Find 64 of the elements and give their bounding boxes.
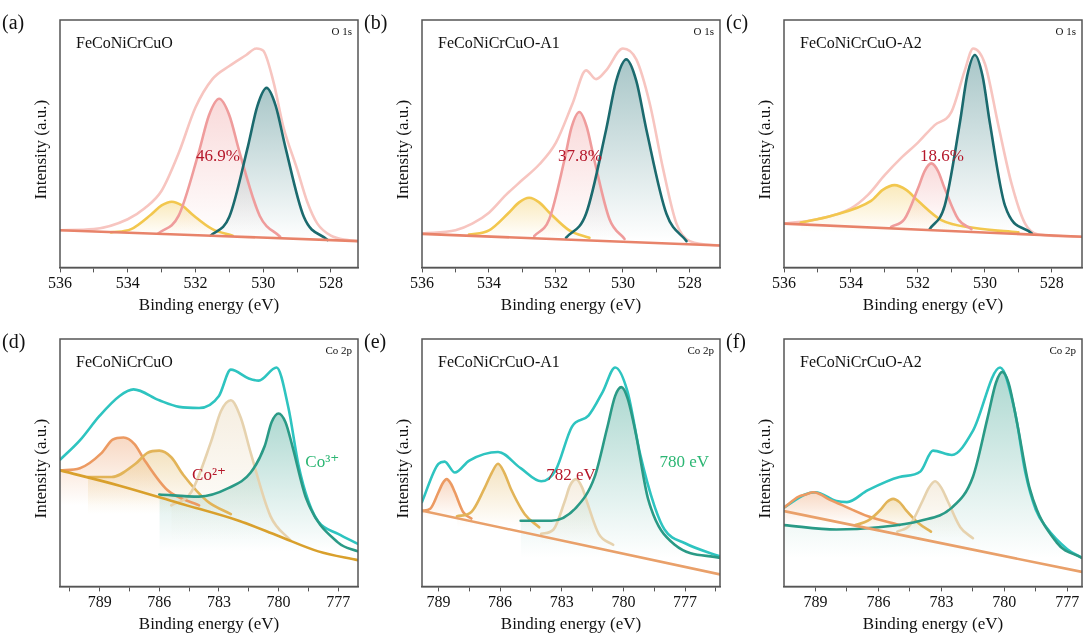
x-tick-label: 528 bbox=[1039, 274, 1064, 292]
text: (d) bbox=[2, 330, 26, 354]
x-tick-label: 786 bbox=[147, 593, 172, 611]
text: O 1s bbox=[693, 24, 714, 37]
x-tick-label: 536 bbox=[48, 274, 72, 292]
text: Co 2p bbox=[325, 343, 353, 356]
chart-title: FeCoNiCrCuO-A2 bbox=[800, 353, 922, 371]
x-tick-label: 536 bbox=[410, 274, 434, 292]
chart-title: FeCoNiCrCuO-A1 bbox=[438, 353, 560, 371]
text: O 1s bbox=[331, 24, 352, 37]
x-tick-label: 534 bbox=[838, 274, 863, 292]
annotation: Co³⁺ bbox=[305, 452, 340, 472]
y-axis-title: Intensity (a.u.) bbox=[31, 99, 51, 200]
x-tick-label: 536 bbox=[772, 274, 796, 292]
x-tick-label: 532 bbox=[543, 274, 568, 292]
x-tick-label: 777 bbox=[1055, 593, 1080, 611]
x-tick-label: 777 bbox=[673, 593, 698, 611]
x-axis-title: Binding energy (eV) bbox=[862, 295, 1004, 315]
x-tick-label: 780 bbox=[611, 593, 636, 611]
x-axis-title: Binding energy (eV) bbox=[500, 614, 642, 634]
x-tick-label: 532 bbox=[183, 274, 208, 292]
x-tick-label: 780 bbox=[992, 593, 1017, 611]
y-axis-title: Intensity (a.u.) bbox=[755, 418, 775, 519]
x-tick-label: 530 bbox=[251, 274, 276, 292]
text: (c) bbox=[726, 11, 749, 35]
x-tick-label: 534 bbox=[476, 274, 501, 292]
text: (a) bbox=[2, 11, 25, 35]
x-axis-title: Binding energy (eV) bbox=[138, 614, 280, 634]
text: (e) bbox=[364, 330, 387, 354]
y-axis-title: Intensity (a.u.) bbox=[393, 418, 413, 519]
text: Co 2p bbox=[687, 343, 715, 356]
chart-title: FeCoNiCrCuO-A1 bbox=[438, 34, 560, 52]
x-tick-label: 789 bbox=[803, 593, 828, 611]
x-tick-label: 783 bbox=[549, 593, 574, 611]
x-tick-label: 783 bbox=[206, 593, 231, 611]
x-tick-label: 786 bbox=[488, 593, 513, 611]
chart-title: FeCoNiCrCuO-A2 bbox=[800, 34, 922, 52]
x-tick-label: 530 bbox=[610, 274, 635, 292]
x-tick-label: 528 bbox=[677, 274, 702, 292]
text: O 1s bbox=[1055, 24, 1076, 37]
x-tick-label: 530 bbox=[972, 274, 997, 292]
x-axis-title: Binding energy (eV) bbox=[138, 295, 280, 315]
annotation: 780 eV bbox=[659, 452, 710, 472]
text: Co 2p bbox=[1049, 343, 1077, 356]
text: (b) bbox=[364, 11, 388, 35]
x-tick-label: 780 bbox=[266, 593, 291, 611]
x-tick-label: 783 bbox=[929, 593, 954, 611]
chart-title: FeCoNiCrCuO bbox=[76, 34, 173, 52]
x-tick-label: 528 bbox=[318, 274, 343, 292]
x-tick-label: 532 bbox=[905, 274, 930, 292]
x-tick-label: 786 bbox=[866, 593, 891, 611]
y-axis-title: Intensity (a.u.) bbox=[393, 99, 413, 200]
x-tick-label: 789 bbox=[87, 593, 112, 611]
annotation: 46.9% bbox=[195, 145, 240, 165]
y-axis-title: Intensity (a.u.) bbox=[31, 418, 51, 519]
x-axis-title: Binding energy (eV) bbox=[862, 614, 1004, 634]
x-tick-label: 777 bbox=[326, 593, 351, 611]
chart-title: FeCoNiCrCuO bbox=[76, 353, 173, 371]
x-tick-label: 789 bbox=[426, 593, 451, 611]
annotation: Co²⁺ bbox=[192, 464, 226, 484]
x-axis-title: Binding energy (eV) bbox=[500, 295, 642, 315]
text: (f) bbox=[726, 330, 746, 354]
x-tick-label: 534 bbox=[115, 274, 140, 292]
y-axis-title: Intensity (a.u.) bbox=[755, 99, 775, 200]
